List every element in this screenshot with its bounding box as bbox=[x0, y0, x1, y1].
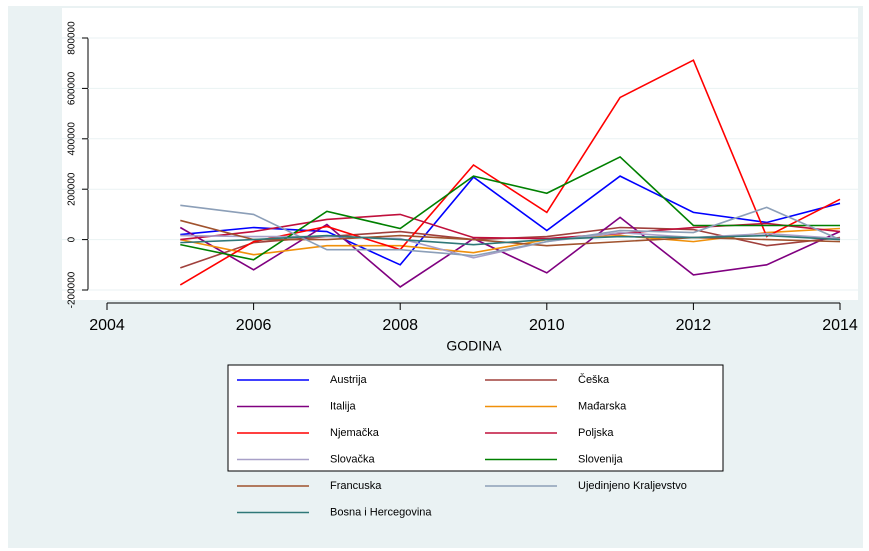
plot-region bbox=[62, 8, 858, 300]
series-line bbox=[180, 175, 841, 266]
legend bbox=[227, 364, 724, 472]
legend-label: Njemačka bbox=[330, 427, 380, 439]
x-tick-label: 2004 bbox=[89, 317, 125, 334]
series-line bbox=[179, 59, 841, 286]
series-line bbox=[180, 155, 840, 261]
series-line bbox=[180, 231, 841, 259]
legend-label: Poljska bbox=[578, 427, 614, 439]
y-tick-label: 0 bbox=[67, 236, 78, 242]
x-tick-label: 2014 bbox=[822, 317, 858, 334]
y-tick-label: 200000 bbox=[67, 172, 78, 206]
legend-label: Ujedinjeno Kraljevstvo bbox=[578, 480, 687, 492]
legend-label: Češka bbox=[578, 373, 610, 386]
legend-label: Slovenija bbox=[578, 453, 624, 465]
series-line bbox=[180, 204, 841, 257]
legend-label: Mađarska bbox=[578, 400, 627, 412]
legend-label: Francuska bbox=[330, 480, 382, 492]
x-tick-label: 2010 bbox=[529, 317, 565, 334]
x-tick-label: 2006 bbox=[236, 317, 272, 334]
legend-label: Bosna i Hercegovina bbox=[330, 506, 432, 518]
y-tick-label: 800000 bbox=[67, 21, 78, 55]
y-tick-label: 600000 bbox=[67, 71, 78, 105]
x-axis-title: GODINA bbox=[446, 338, 502, 354]
x-tick-label: 2008 bbox=[382, 317, 418, 334]
x-tick-label: 2012 bbox=[676, 317, 712, 334]
series-line bbox=[180, 234, 841, 246]
y-tick-label: -200000 bbox=[67, 271, 78, 308]
series-line bbox=[179, 216, 841, 288]
legend-label: Slovačka bbox=[330, 453, 376, 465]
legend-label: Italija bbox=[330, 400, 357, 412]
legend-label: Austrija bbox=[330, 374, 368, 386]
y-tick-label: 400000 bbox=[67, 122, 78, 156]
